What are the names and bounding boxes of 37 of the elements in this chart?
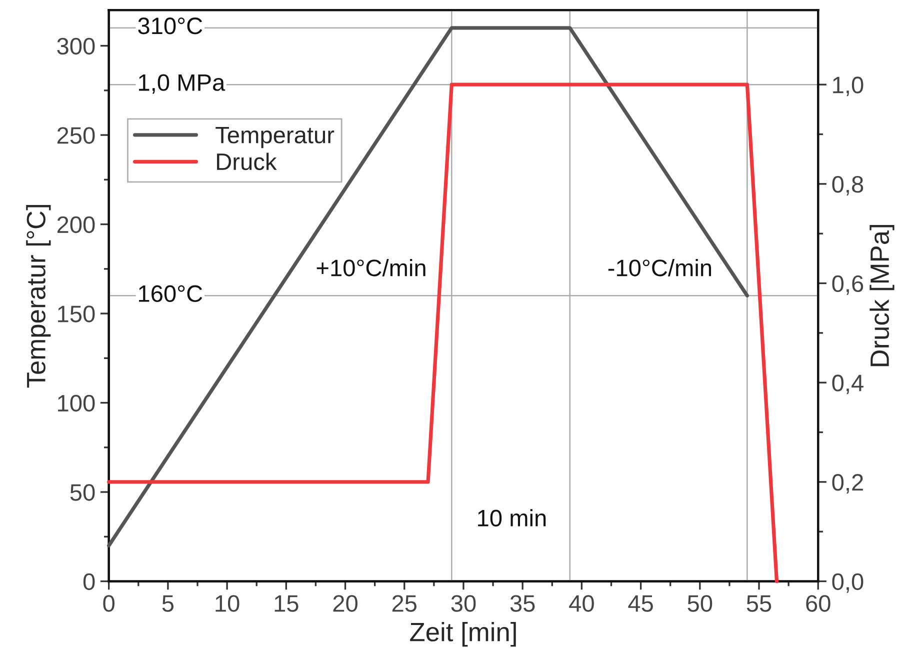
y2-tick-label: 0,8 <box>832 176 864 196</box>
y2-axis-title: Druck [MPa] <box>870 224 894 366</box>
annotation: -10°C/min <box>608 258 712 276</box>
y-tick-label: 250 <box>57 127 95 144</box>
y-tick-label: 200 <box>57 216 95 234</box>
y2-tick-label: 0,6 <box>832 275 864 295</box>
x-tick-label: 45 <box>628 595 653 612</box>
y-axis-title: Temperatur [°C] <box>26 205 51 388</box>
x-tick-label: 35 <box>510 595 535 612</box>
y-tick-label: 150 <box>58 306 95 322</box>
x-tick-label: 15 <box>274 595 298 612</box>
x-tick-label: 55 <box>746 595 772 612</box>
x-tick-label: 25 <box>392 595 417 612</box>
x-tick-label: 60 <box>806 595 830 612</box>
legend-label: Temperatur <box>216 126 334 148</box>
y2-tick-label: 1,0 <box>833 76 864 96</box>
y-tick-label: 50 <box>70 484 95 501</box>
y-tick-label: 300 <box>57 38 95 55</box>
x-tick-label: 30 <box>451 595 476 612</box>
x-tick-label: 20 <box>333 595 358 612</box>
y-tick-label: 0 <box>83 573 95 590</box>
x-axis-title: Zeit [min] <box>410 622 516 647</box>
x-tick-label: 10 <box>216 595 240 612</box>
y2-tick-label: 0,0 <box>832 573 864 593</box>
ref-line-label: 310°C <box>138 18 202 34</box>
y2-tick-label: 0,4 <box>832 374 864 394</box>
x-tick-label: 5 <box>162 595 174 612</box>
x-tick-label: 50 <box>688 595 712 612</box>
y2-tick-label: 0,2 <box>832 474 863 494</box>
x-tick-label: 40 <box>569 595 594 612</box>
ref-line-label: 160°C <box>139 285 202 302</box>
y-tick-label: 100 <box>58 394 95 412</box>
ref-line-label: 1,0 MPa <box>139 74 226 94</box>
x-tick-label: 0 <box>103 595 114 612</box>
annotation: +10°C/min <box>316 258 426 276</box>
legend-label: Druck <box>217 152 277 170</box>
annotation: 10 min <box>478 509 546 526</box>
